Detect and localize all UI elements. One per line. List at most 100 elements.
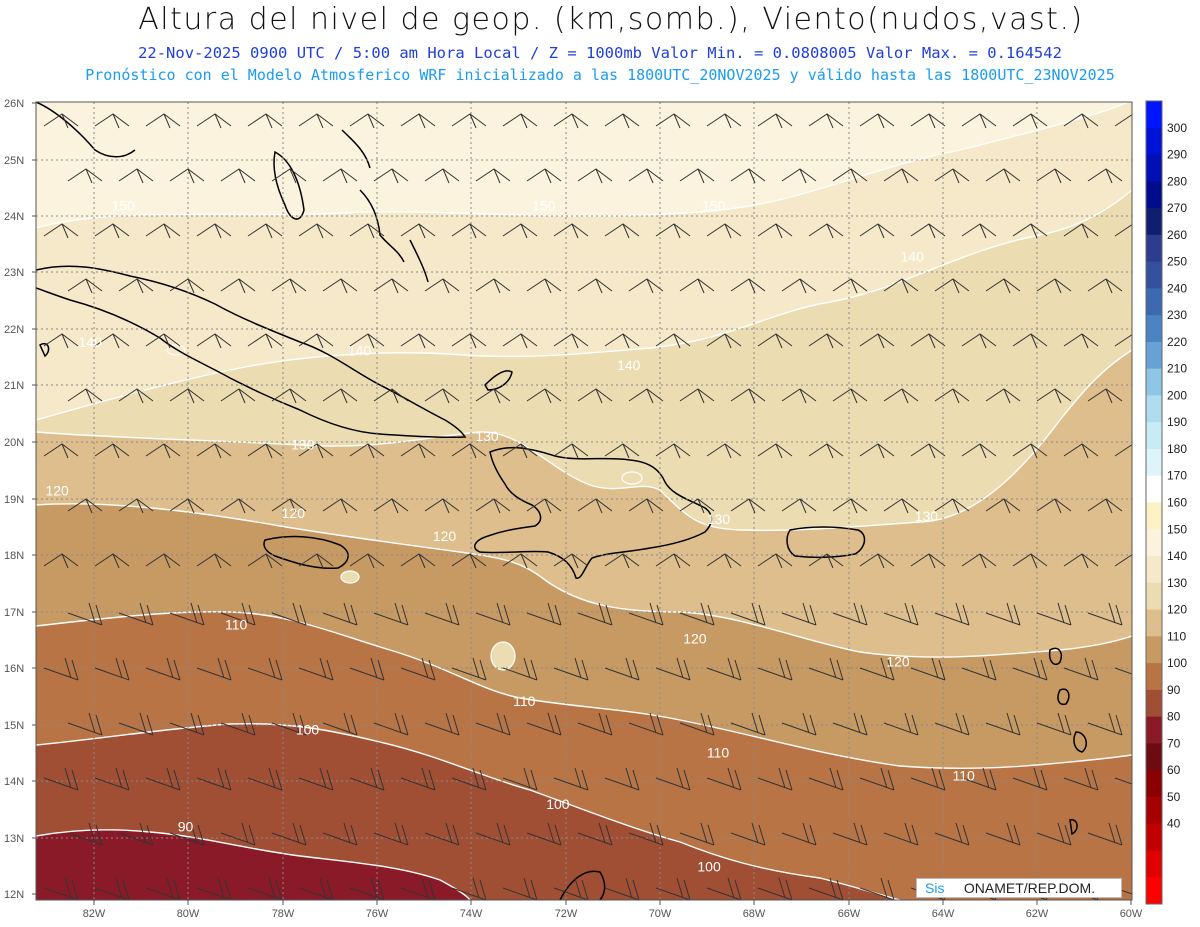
wind-barb [604, 657, 640, 681]
wind-barb [298, 767, 334, 791]
wind-barb [1114, 667, 1132, 675]
wind-barb [757, 657, 793, 681]
lat-tick-label: 14N [4, 776, 24, 788]
wind-barb [322, 388, 358, 404]
wind-barb [985, 712, 1021, 736]
colorbar-label: 70 [1167, 736, 1181, 750]
colorbar-label: 130 [1167, 576, 1187, 590]
wind-barb [94, 443, 130, 459]
wind-barb [145, 223, 181, 239]
coastline-lesser-antilles [1048, 647, 1087, 836]
wind-barb [1114, 334, 1132, 347]
wind-barb [604, 553, 640, 569]
wind-barb [628, 822, 664, 846]
colorbar-swatch [1146, 448, 1162, 477]
wind-barb [424, 278, 460, 294]
wind-barb [628, 498, 664, 514]
wind-barb [757, 113, 793, 129]
wind-barb [526, 712, 562, 736]
wind-barb [1063, 657, 1099, 681]
wind-barb [1036, 168, 1072, 184]
wind-barb [247, 113, 283, 129]
wind-barb [655, 877, 691, 900]
wind-barb [577, 712, 613, 736]
credit-label: Sis ONAMET/REP.DOM. [916, 878, 1122, 898]
colorbar-label: 250 [1167, 255, 1187, 269]
wind-barb [730, 498, 766, 514]
wind-barb [502, 657, 538, 681]
wind-barb [781, 822, 817, 846]
wind-barb [604, 767, 640, 791]
coastline-south-america [559, 870, 606, 900]
wind-barb [220, 278, 256, 294]
lat-tick-label: 25N [4, 155, 24, 167]
wind-barb [475, 712, 511, 736]
wind-barb [1114, 224, 1132, 237]
wind-barb [298, 223, 334, 239]
wind-barb [859, 113, 895, 129]
colorbar-swatch [1146, 181, 1162, 209]
wind-barb [832, 168, 868, 184]
wind-barb [706, 443, 742, 459]
wind-barb [220, 712, 256, 736]
wind-barb [985, 822, 1021, 846]
colorbar-swatch [1146, 663, 1162, 691]
wind-barb [679, 712, 715, 736]
wind-barb [400, 877, 436, 900]
wind-barb [961, 113, 997, 129]
wind-barb [1087, 822, 1123, 846]
wind-barb [910, 223, 946, 239]
lat-tick-label: 17N [4, 607, 24, 619]
wind-barb [94, 333, 130, 349]
wind-barb [934, 168, 970, 184]
wind-barb [655, 767, 691, 791]
wind-barb [961, 553, 997, 569]
contour-labels: 150 150 150 140 140 140 140 130 130 130 130 120 120 1… [45, 197, 975, 874]
wind-barb [910, 553, 946, 569]
coastline-florida [36, 102, 136, 158]
wind-barb [757, 877, 793, 900]
contour-label: 150 [112, 197, 136, 213]
colorbar-label: 140 [1167, 549, 1187, 563]
lat-tick-label: 16N [4, 663, 24, 675]
wind-barb [781, 498, 817, 514]
wind-barb [553, 553, 589, 569]
wind-barb [1036, 712, 1072, 736]
wind-barb [298, 113, 334, 129]
colorbar-swatch [1146, 689, 1162, 718]
contour-label: 110 [952, 767, 975, 783]
wind-barb [553, 657, 589, 681]
lat-tick-label: 23N [4, 267, 24, 279]
wind-barb [1114, 554, 1132, 567]
colorbar-label: 80 [1167, 710, 1181, 724]
wind-barb [400, 113, 436, 129]
wind-barb [271, 498, 307, 514]
coastline-abaco [341, 129, 371, 169]
contour-label: 150 [532, 197, 556, 213]
wind-barb [577, 168, 613, 184]
wind-barb [169, 278, 205, 294]
wind-barb [169, 712, 205, 736]
lat-tick-label: 24N [4, 211, 24, 223]
wind-barb [502, 223, 538, 239]
lat-tick-label: 19N [4, 494, 24, 506]
contour-label: 130 [475, 428, 499, 444]
wind-barb [271, 822, 307, 846]
wind-barb [604, 333, 640, 349]
wind-barb [655, 443, 691, 459]
wind-barb [1012, 657, 1048, 681]
wind-barb [1087, 498, 1123, 514]
colorbar-swatch [1146, 315, 1162, 343]
wind-barb [577, 822, 613, 846]
wind-barb [832, 712, 868, 736]
wind-barb [373, 822, 409, 846]
wind-barb [43, 333, 79, 349]
wind-barb [883, 498, 919, 514]
colorbar-swatch [1146, 395, 1162, 423]
wind-barb [1087, 712, 1123, 736]
wind-barb [475, 388, 511, 404]
wind-barb [985, 168, 1021, 184]
wind-barb [400, 767, 436, 791]
wind-barb [1063, 553, 1099, 569]
wind-barb [67, 712, 103, 736]
